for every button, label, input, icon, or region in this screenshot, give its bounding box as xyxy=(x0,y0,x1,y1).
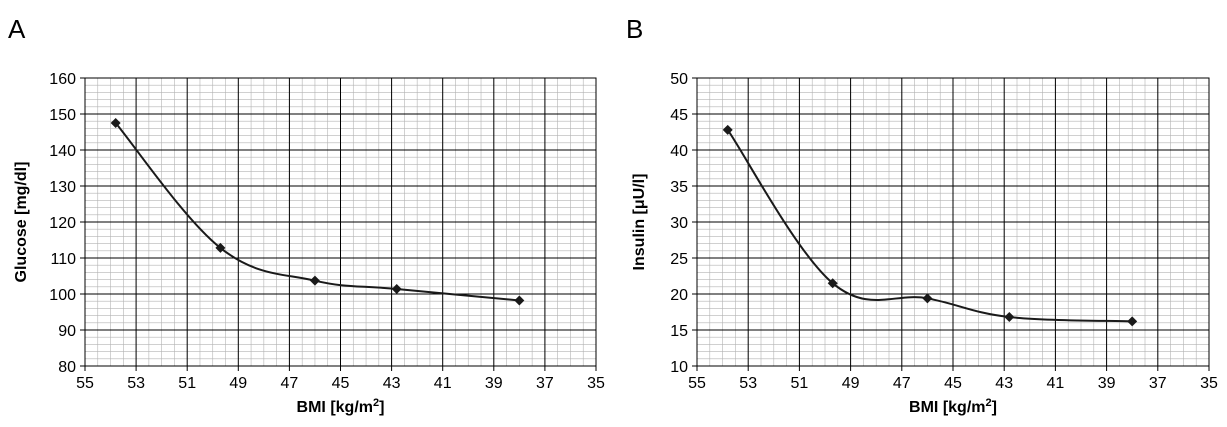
x-axis-title: BMI [kg/m2] xyxy=(297,397,385,416)
y-tick-label: 110 xyxy=(50,251,76,268)
y-axis-title: Glucose [mg/dl] xyxy=(13,162,30,283)
x-tick-label: 43 xyxy=(383,375,401,392)
x-tick-label: 49 xyxy=(842,375,860,392)
glucose-chart: 55 53 51 49 47 45 43 41 39 37 35 80 90 100 110 120 130 14… xyxy=(13,71,605,416)
y-tick-label: 35 xyxy=(670,179,688,196)
data-point-marker xyxy=(391,283,402,294)
x-tick-label: 53 xyxy=(127,375,145,392)
chart-panel-b: B 55 53 51 49 47 45 43 41 39 37 35 10 15 20 25 30 35 40 45… xyxy=(613,0,1226,427)
y-tick-label: 100 xyxy=(49,287,76,304)
x-tick-label: 41 xyxy=(1047,375,1065,392)
x-tick-label: 39 xyxy=(1098,375,1116,392)
y-tick-label: 30 xyxy=(670,215,688,232)
data-point-marker xyxy=(722,124,733,135)
x-tick-label: 35 xyxy=(1200,375,1218,392)
x-tick-label: 53 xyxy=(739,375,757,392)
x-tick-label: 51 xyxy=(791,375,809,392)
x-tick-label: 37 xyxy=(1149,375,1167,392)
y-tick-label: 120 xyxy=(49,215,76,232)
x-tick-label: 35 xyxy=(587,375,605,392)
x-tick-label: 47 xyxy=(893,375,911,392)
y-tick-label: 160 xyxy=(49,71,76,88)
x-tick-label: 55 xyxy=(688,375,706,392)
y-axis-title: Insulin [μU/l] xyxy=(631,174,648,271)
y-tick-label: 50 xyxy=(670,71,688,88)
x-tick-label: 55 xyxy=(76,375,94,392)
insulin-chart: 55 53 51 49 47 45 43 41 39 37 35 10 15 20 25 30 35 40 45 50… xyxy=(631,71,1218,416)
x-tick-label: 37 xyxy=(536,375,554,392)
chart-panel-a: A 55 53 51 49 47 45 43 41 39 37 35 80 90 100 110 120 130… xyxy=(0,0,613,427)
y-tick-label: 20 xyxy=(670,287,688,304)
y-tick-label: 25 xyxy=(670,251,688,268)
y-tick-label: 10 xyxy=(670,359,688,376)
plot-frame xyxy=(84,77,597,367)
y-tick-label: 45 xyxy=(670,107,688,124)
x-tick-label: 49 xyxy=(229,375,247,392)
data-point-marker xyxy=(1004,312,1015,323)
data-point-marker xyxy=(110,118,121,128)
y-tick-label: 90 xyxy=(58,323,76,340)
data-point-marker xyxy=(1127,316,1138,327)
data-point-marker xyxy=(922,293,933,304)
data-point-marker xyxy=(514,295,525,306)
y-tick-label: 150 xyxy=(49,107,76,124)
x-tick-label: 51 xyxy=(178,375,196,392)
x-tick-label: 41 xyxy=(434,375,452,392)
x-tick-label: 45 xyxy=(332,375,350,392)
y-tick-label: 80 xyxy=(58,359,76,376)
x-tick-label: 43 xyxy=(995,375,1013,392)
series-line xyxy=(726,129,1133,323)
y-tick-label: 140 xyxy=(49,143,76,160)
x-tick-label: 47 xyxy=(281,375,299,392)
panel-letter: B xyxy=(626,14,644,44)
y-tick-label: 40 xyxy=(670,143,688,160)
x-tick-label: 39 xyxy=(485,375,503,392)
plot-frame xyxy=(696,77,1210,367)
data-point-marker xyxy=(309,275,320,286)
panel-letter: A xyxy=(8,14,26,44)
y-tick-label: 130 xyxy=(49,179,76,196)
x-tick-label: 45 xyxy=(944,375,962,392)
y-tick-label: 15 xyxy=(670,323,688,340)
data-point-marker xyxy=(827,278,838,289)
data-point-marker xyxy=(215,242,226,253)
x-axis-title: BMI [kg/m2] xyxy=(909,397,997,416)
